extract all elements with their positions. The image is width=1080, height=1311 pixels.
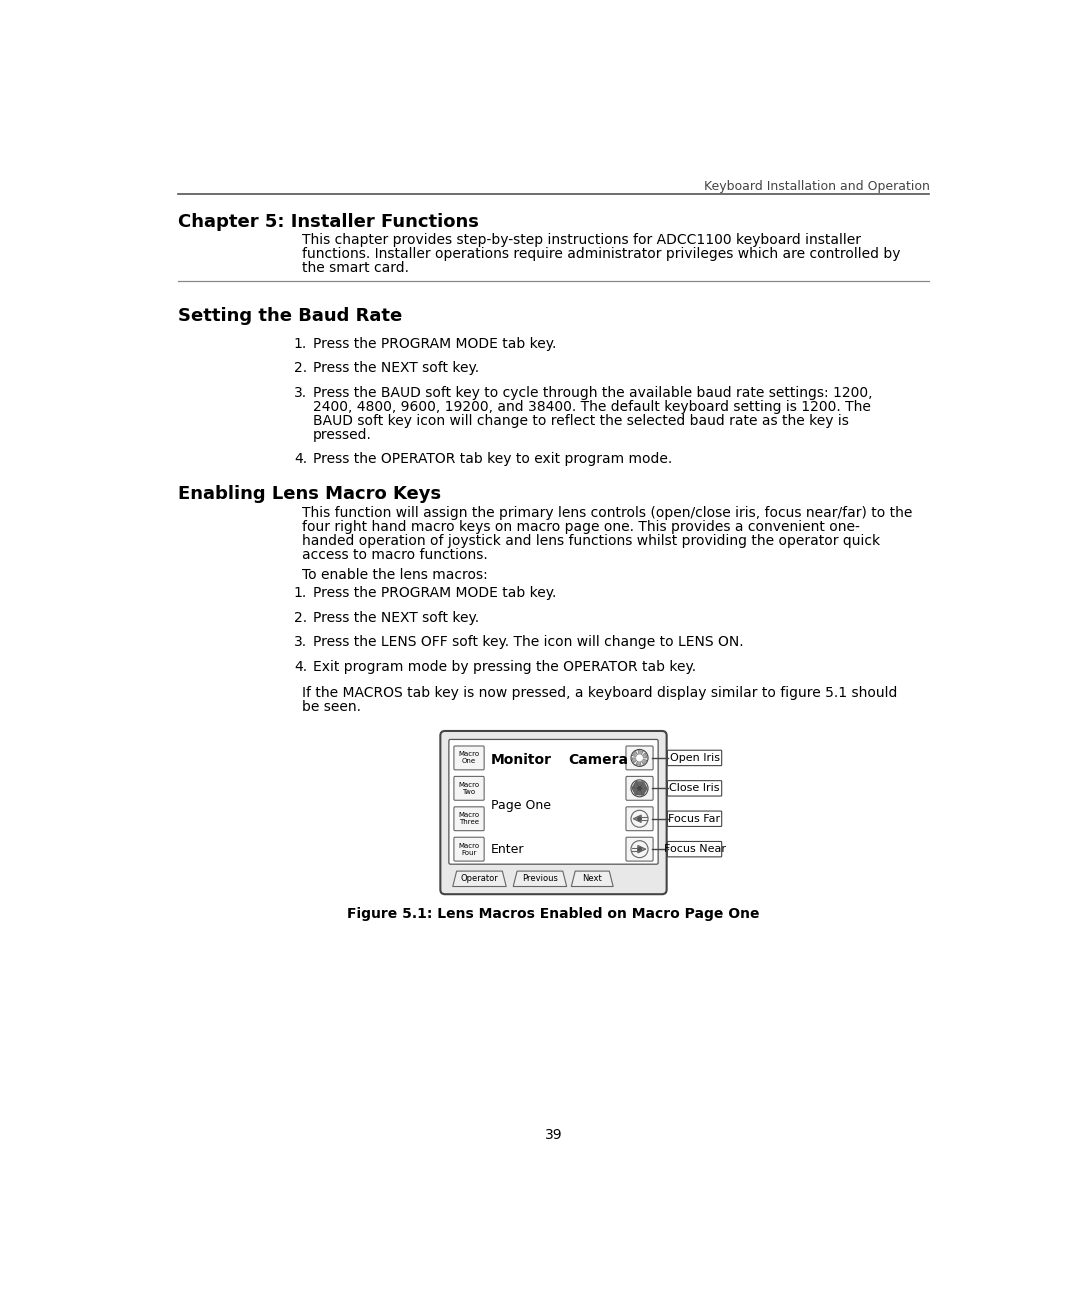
Text: Press the NEXT soft key.: Press the NEXT soft key.	[313, 362, 480, 375]
FancyBboxPatch shape	[626, 806, 653, 831]
Text: Previous: Previous	[522, 874, 558, 884]
Text: Macro
One: Macro One	[459, 751, 480, 764]
Text: 2.: 2.	[294, 362, 307, 375]
Text: To enable the lens macros:: To enable the lens macros:	[301, 568, 487, 582]
Text: Setting the Baud Rate: Setting the Baud Rate	[177, 308, 402, 325]
Text: 39: 39	[544, 1129, 563, 1142]
Polygon shape	[632, 758, 639, 763]
Polygon shape	[632, 781, 639, 788]
FancyBboxPatch shape	[667, 812, 721, 826]
Text: Chapter 5: Installer Functions: Chapter 5: Installer Functions	[177, 212, 478, 231]
Text: This chapter provides step-by-step instructions for ADCC1100 keyboard installer: This chapter provides step-by-step instr…	[301, 233, 861, 246]
Circle shape	[638, 817, 642, 821]
Text: Close Iris: Close Iris	[670, 784, 719, 793]
FancyBboxPatch shape	[667, 842, 721, 857]
FancyBboxPatch shape	[667, 750, 721, 766]
Polygon shape	[639, 753, 647, 758]
Text: Enter: Enter	[490, 843, 524, 856]
FancyBboxPatch shape	[626, 776, 653, 800]
Text: Press the PROGRAM MODE tab key.: Press the PROGRAM MODE tab key.	[313, 586, 556, 600]
Text: Press the LENS OFF soft key. The icon will change to LENS ON.: Press the LENS OFF soft key. The icon wi…	[313, 636, 744, 649]
Text: 4.: 4.	[294, 452, 307, 467]
Polygon shape	[638, 750, 644, 758]
Text: 2.: 2.	[294, 611, 307, 625]
Text: Operator: Operator	[460, 874, 498, 884]
Polygon shape	[636, 788, 643, 796]
Polygon shape	[633, 815, 642, 822]
Polygon shape	[571, 871, 613, 886]
FancyBboxPatch shape	[449, 739, 658, 864]
Text: 4.: 4.	[294, 661, 307, 674]
Text: 1.: 1.	[294, 586, 307, 600]
FancyBboxPatch shape	[626, 838, 653, 861]
Text: Press the BAUD soft key to cycle through the available baud rate settings: 1200,: Press the BAUD soft key to cycle through…	[313, 385, 873, 400]
Text: access to macro functions.: access to macro functions.	[301, 548, 487, 561]
Text: Press the NEXT soft key.: Press the NEXT soft key.	[313, 611, 480, 625]
Text: functions. Installer operations require administrator privileges which are contr: functions. Installer operations require …	[301, 246, 900, 261]
Text: Figure 5.1: Lens Macros Enabled on Macro Page One: Figure 5.1: Lens Macros Enabled on Macro…	[348, 906, 759, 920]
Polygon shape	[636, 781, 644, 788]
Text: be seen.: be seen.	[301, 700, 361, 714]
Polygon shape	[636, 758, 642, 766]
FancyBboxPatch shape	[667, 780, 721, 796]
Polygon shape	[632, 751, 639, 758]
Text: 3.: 3.	[294, 385, 307, 400]
Polygon shape	[639, 788, 647, 794]
Text: pressed.: pressed.	[313, 427, 373, 442]
Text: Exit program mode by pressing the OPERATOR tab key.: Exit program mode by pressing the OPERAT…	[313, 661, 697, 674]
Text: Page One: Page One	[490, 798, 551, 812]
Text: Focus Near: Focus Near	[663, 844, 726, 855]
FancyBboxPatch shape	[626, 746, 653, 770]
Text: Camera: Camera	[568, 754, 627, 767]
Text: four right hand macro keys on macro page one. This provides a convenient one-: four right hand macro keys on macro page…	[301, 520, 860, 534]
Polygon shape	[639, 783, 647, 788]
Text: the smart card.: the smart card.	[301, 261, 408, 274]
FancyBboxPatch shape	[454, 806, 484, 831]
Text: Macro
Two: Macro Two	[459, 781, 480, 794]
Polygon shape	[638, 846, 646, 853]
Text: Press the PROGRAM MODE tab key.: Press the PROGRAM MODE tab key.	[313, 337, 556, 351]
Text: Open Iris: Open Iris	[670, 753, 719, 763]
FancyBboxPatch shape	[454, 838, 484, 861]
Text: 2400, 4800, 9600, 19200, and 38400. The default keyboard setting is 1200. The: 2400, 4800, 9600, 19200, and 38400. The …	[313, 400, 872, 414]
Text: BAUD soft key icon will change to reflect the selected baud rate as the key is: BAUD soft key icon will change to reflec…	[313, 414, 849, 427]
Text: Focus Far: Focus Far	[669, 814, 720, 823]
Polygon shape	[513, 871, 567, 886]
Text: Enabling Lens Macro Keys: Enabling Lens Macro Keys	[177, 485, 441, 502]
Text: Press the OPERATOR tab key to exit program mode.: Press the OPERATOR tab key to exit progr…	[313, 452, 673, 467]
FancyBboxPatch shape	[454, 776, 484, 800]
Text: 1.: 1.	[294, 337, 307, 351]
FancyBboxPatch shape	[454, 746, 484, 770]
Text: Macro
Three: Macro Three	[459, 813, 480, 825]
Text: Next: Next	[582, 874, 603, 884]
Polygon shape	[632, 788, 639, 794]
Text: If the MACROS tab key is now pressed, a keyboard display similar to figure 5.1 s: If the MACROS tab key is now pressed, a …	[301, 687, 897, 700]
Text: This function will assign the primary lens controls (open/close iris, focus near: This function will assign the primary le…	[301, 506, 912, 520]
Polygon shape	[453, 871, 507, 886]
Text: handed operation of joystick and lens functions whilst providing the operator qu: handed operation of joystick and lens fu…	[301, 534, 880, 548]
Circle shape	[638, 787, 642, 789]
Polygon shape	[639, 758, 647, 764]
Text: 3.: 3.	[294, 636, 307, 649]
FancyBboxPatch shape	[441, 732, 666, 894]
Circle shape	[637, 755, 643, 760]
Text: Monitor: Monitor	[490, 754, 552, 767]
Text: Macro
Four: Macro Four	[459, 843, 480, 856]
Circle shape	[638, 847, 642, 851]
Text: Keyboard Installation and Operation: Keyboard Installation and Operation	[703, 181, 930, 194]
